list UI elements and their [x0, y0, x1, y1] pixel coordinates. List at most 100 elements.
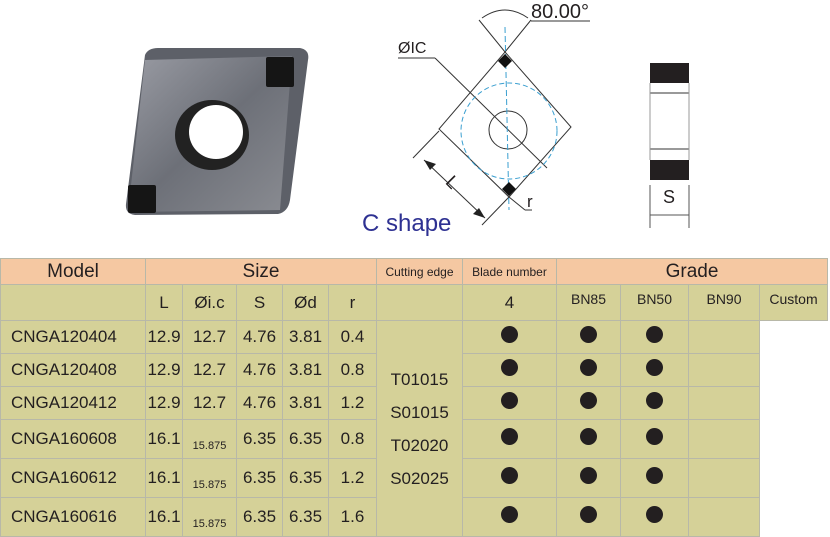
- size-l-cell: 12.9: [145, 386, 183, 420]
- size-l-cell: 16.1: [145, 419, 183, 459]
- grade-cell: [620, 458, 689, 498]
- model-cell: CNGA120412: [0, 386, 146, 420]
- model-cell: CNGA120404: [0, 320, 146, 354]
- grade-cell: [556, 497, 621, 537]
- available-dot-icon: [501, 467, 518, 484]
- size-d-cell: 6.35: [282, 458, 329, 498]
- model-cell: CNGA120408: [0, 353, 146, 387]
- col-custom: Custom: [759, 284, 828, 321]
- size-ic-cell: 12.7: [182, 386, 237, 420]
- size-d-cell: 3.81: [282, 386, 329, 420]
- cutting-edge-cell: T01015 S01015 T02020 S02025: [376, 320, 463, 537]
- available-dot-icon: [580, 359, 597, 376]
- model-cell: CNGA160616: [0, 497, 146, 537]
- available-dot-icon: [501, 392, 518, 409]
- grade-cell: [556, 353, 621, 387]
- size-d-cell: 3.81: [282, 353, 329, 387]
- header-blade-number: Blade number: [462, 258, 557, 285]
- grade-cell: [620, 386, 689, 420]
- available-dot-icon: [501, 506, 518, 523]
- size-l-cell: 16.1: [145, 458, 183, 498]
- grade-cell: [462, 419, 557, 459]
- size-r-cell: 1.2: [328, 386, 377, 420]
- col-d: Ød: [282, 284, 329, 321]
- size-l-cell: 12.9: [145, 320, 183, 354]
- cutting-edge-code: S01015: [390, 402, 449, 422]
- side-view: [649, 63, 690, 228]
- header-cutting-edge: Cutting edge: [376, 258, 463, 285]
- grade-cell: [688, 458, 760, 498]
- col-bn50: BN50: [620, 284, 689, 321]
- available-dot-icon: [646, 506, 663, 523]
- grade-cell: [462, 497, 557, 537]
- grade-cell: [462, 320, 557, 354]
- subheader-blank: [376, 284, 463, 321]
- available-dot-icon: [646, 359, 663, 376]
- col-r: r: [328, 284, 377, 321]
- available-dot-icon: [646, 428, 663, 445]
- available-dot-icon: [580, 392, 597, 409]
- grade-cell: [620, 320, 689, 354]
- grade-cell: [556, 419, 621, 459]
- available-dot-icon: [580, 326, 597, 343]
- blade-number: 4: [504, 293, 515, 312]
- available-dot-icon: [580, 506, 597, 523]
- size-r-cell: 0.8: [328, 353, 377, 387]
- available-dot-icon: [580, 428, 597, 445]
- insert-diagram: [398, 9, 690, 228]
- header-grade: Grade: [556, 258, 828, 285]
- model-cell: CNGA160612: [0, 458, 146, 498]
- size-d-cell: 3.81: [282, 320, 329, 354]
- available-dot-icon: [646, 326, 663, 343]
- grade-cell: [688, 353, 760, 387]
- size-ic-cell: 15.875: [182, 419, 237, 459]
- grade-cell: [556, 386, 621, 420]
- size-s-cell: 6.35: [236, 497, 283, 537]
- grade-cell: [620, 497, 689, 537]
- size-s-cell: 6.35: [236, 419, 283, 459]
- blade-number-value: 4: [462, 284, 557, 321]
- size-r-cell: 0.8: [328, 419, 377, 459]
- grade-cell: [556, 320, 621, 354]
- size-l-cell: 12.9: [145, 353, 183, 387]
- available-dot-icon: [580, 467, 597, 484]
- spec-table: Model Size Cutting edge Blade number Gra…: [0, 258, 828, 537]
- grade-cell: [688, 386, 760, 420]
- size-r-cell: 1.6: [328, 497, 377, 537]
- size-d-cell: 6.35: [282, 419, 329, 459]
- available-dot-icon: [646, 392, 663, 409]
- grade-cell: [688, 497, 760, 537]
- available-dot-icon: [646, 467, 663, 484]
- grade-cell: [620, 419, 689, 459]
- grade-cell: [462, 386, 557, 420]
- grade-cell: [688, 419, 760, 459]
- col-bn90: BN90: [688, 284, 760, 321]
- size-ic-cell: 12.7: [182, 353, 237, 387]
- r-label: r: [527, 192, 533, 211]
- size-s-cell: 6.35: [236, 458, 283, 498]
- angle-label: 80.00°: [531, 1, 590, 23]
- cutting-edge-code: T02020: [390, 435, 449, 455]
- size-s-cell: 4.76: [236, 353, 283, 387]
- col-ic: Øi.c: [182, 284, 237, 321]
- insert-photo: [125, 48, 309, 215]
- s-label: S: [663, 187, 676, 207]
- size-d-cell: 6.35: [282, 497, 329, 537]
- size-ic-cell: 15.875: [182, 458, 237, 498]
- subheader-blank: [0, 284, 146, 321]
- header-size: Size: [145, 258, 377, 285]
- shape-label: C shape: [362, 210, 452, 237]
- size-ic-cell: 12.7: [182, 320, 237, 354]
- table-row: CNGA160612 16.1 15.875 6.35 6.35 1.2: [0, 458, 828, 498]
- available-dot-icon: [501, 428, 518, 445]
- table-row: CNGA120404 12.9 12.7 4.76 3.81 0.4 T01015 S0101…: [0, 320, 828, 537]
- grade-cell: [688, 320, 760, 354]
- available-dot-icon: [501, 359, 518, 376]
- cutting-edge-code: S02025: [390, 468, 449, 488]
- grade-cell: [462, 458, 557, 498]
- size-s-cell: 4.76: [236, 320, 283, 354]
- grade-cell: [462, 353, 557, 387]
- size-s-cell: 4.76: [236, 386, 283, 420]
- header-model: Model: [0, 258, 146, 285]
- col-l: L: [145, 284, 183, 321]
